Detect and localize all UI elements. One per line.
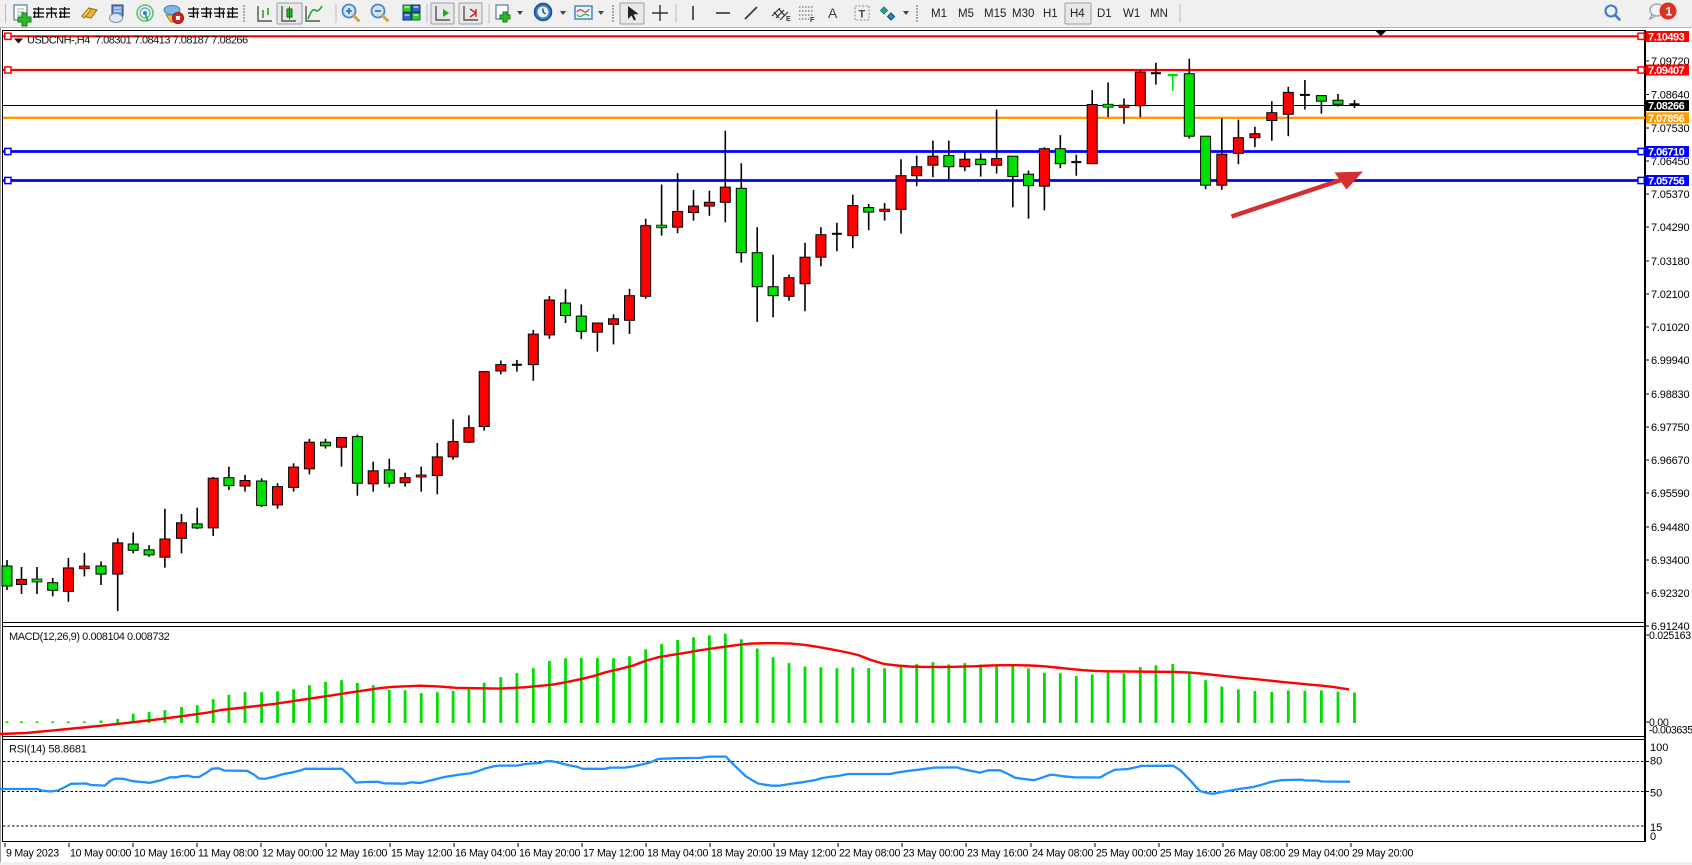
svg-text:17 May 12:00: 17 May 12:00 [583, 848, 645, 860]
svg-text:H1: H1 [1043, 8, 1058, 20]
svg-text:6.96670: 6.96670 [1651, 455, 1689, 467]
svg-text:50: 50 [1650, 788, 1662, 800]
svg-text:7.03180: 7.03180 [1651, 256, 1689, 268]
svg-text:26 May 08:00: 26 May 08:00 [1224, 848, 1286, 860]
svg-text:W1: W1 [1123, 8, 1140, 20]
svg-text:6.98830: 6.98830 [1651, 389, 1689, 401]
svg-text:25 May 16:00: 25 May 16:00 [1160, 848, 1222, 860]
svg-text:E: E [786, 16, 791, 23]
svg-text:RSI(14) 58.8681: RSI(14) 58.8681 [9, 744, 87, 756]
svg-text:7.07530: 7.07530 [1651, 123, 1689, 135]
svg-text:11 May 08:00: 11 May 08:00 [198, 848, 259, 860]
svg-text:6.97750: 6.97750 [1651, 422, 1689, 434]
svg-text:D1: D1 [1097, 8, 1112, 20]
svg-text:M1: M1 [931, 8, 947, 20]
svg-text:7.06450: 7.06450 [1651, 156, 1689, 168]
svg-text:9 May 2023: 9 May 2023 [6, 848, 59, 860]
svg-text:24 May 08:00: 24 May 08:00 [1032, 848, 1094, 860]
svg-text:10 May 00:00: 10 May 00:00 [70, 848, 132, 860]
svg-text:16 May 20:00: 16 May 20:00 [519, 848, 581, 860]
svg-text:6.93400: 6.93400 [1651, 555, 1689, 567]
svg-text:22 May 08:00: 22 May 08:00 [839, 848, 901, 860]
svg-text:M5: M5 [958, 8, 974, 20]
svg-text:16 May 04:00: 16 May 04:00 [455, 848, 517, 860]
svg-text:6.99940: 6.99940 [1651, 355, 1689, 367]
svg-text:M30: M30 [1012, 8, 1034, 20]
svg-text:19 May 12:00: 19 May 12:00 [775, 848, 837, 860]
svg-text:7.08266: 7.08266 [1648, 101, 1685, 113]
svg-text:MN: MN [1150, 8, 1168, 20]
svg-text:23 May 16:00: 23 May 16:00 [967, 848, 1029, 860]
svg-text:H4: H4 [1070, 8, 1085, 20]
svg-text:M15: M15 [984, 8, 1006, 20]
svg-text:23 May 00:00: 23 May 00:00 [903, 848, 965, 860]
svg-text:7.01020: 7.01020 [1651, 322, 1689, 334]
svg-text:T: T [859, 9, 866, 21]
svg-text:-0.003635: -0.003635 [1649, 725, 1692, 737]
svg-text:7.07856: 7.07856 [1648, 113, 1685, 125]
svg-text:7.02100: 7.02100 [1651, 289, 1689, 301]
svg-text:USDCNH-,H4 7.08301 7.08413 7.: USDCNH-,H4 7.08301 7.08413 7.08187 7.082… [27, 35, 248, 47]
svg-text:7.04290: 7.04290 [1651, 222, 1689, 234]
svg-text:0: 0 [1650, 831, 1656, 843]
svg-text:1: 1 [1666, 5, 1673, 19]
svg-text:0.025163: 0.025163 [1649, 630, 1691, 642]
svg-text:6.95590: 6.95590 [1651, 488, 1689, 500]
svg-text:29 May 20:00: 29 May 20:00 [1352, 848, 1414, 860]
svg-text:A: A [828, 5, 838, 21]
svg-text:7.10493: 7.10493 [1648, 32, 1685, 44]
svg-text:7.08640: 7.08640 [1651, 90, 1689, 102]
svg-text:15: 15 [1650, 822, 1662, 834]
svg-text:7.09407: 7.09407 [1648, 65, 1685, 77]
svg-text:7.05756: 7.05756 [1648, 176, 1685, 188]
svg-text:7.05370: 7.05370 [1651, 189, 1689, 201]
svg-text:7.06710: 7.06710 [1648, 147, 1685, 159]
svg-text:25 May 00:00: 25 May 00:00 [1096, 848, 1158, 860]
svg-text:18 May 04:00: 18 May 04:00 [647, 848, 709, 860]
svg-text:12 May 00:00: 12 May 00:00 [262, 848, 324, 860]
svg-text:29 May 04:00: 29 May 04:00 [1288, 848, 1350, 860]
svg-text:F: F [810, 17, 815, 24]
svg-text:15 May 12:00: 15 May 12:00 [391, 848, 453, 860]
svg-text:18 May 20:00: 18 May 20:00 [711, 848, 773, 860]
svg-text:10 May 16:00: 10 May 16:00 [134, 848, 196, 860]
svg-text:6.94480: 6.94480 [1651, 522, 1689, 534]
svg-text:6.91240: 6.91240 [1651, 621, 1689, 633]
svg-text:MACD(12,26,9) 0.008104 0.00873: MACD(12,26,9) 0.008104 0.008732 [9, 631, 170, 643]
svg-text:12 May 16:00: 12 May 16:00 [326, 848, 388, 860]
svg-text:6.92320: 6.92320 [1651, 588, 1689, 600]
svg-text:100: 100 [1650, 742, 1668, 754]
svg-text:80: 80 [1650, 756, 1662, 768]
svg-text:0.00: 0.00 [1649, 717, 1669, 729]
